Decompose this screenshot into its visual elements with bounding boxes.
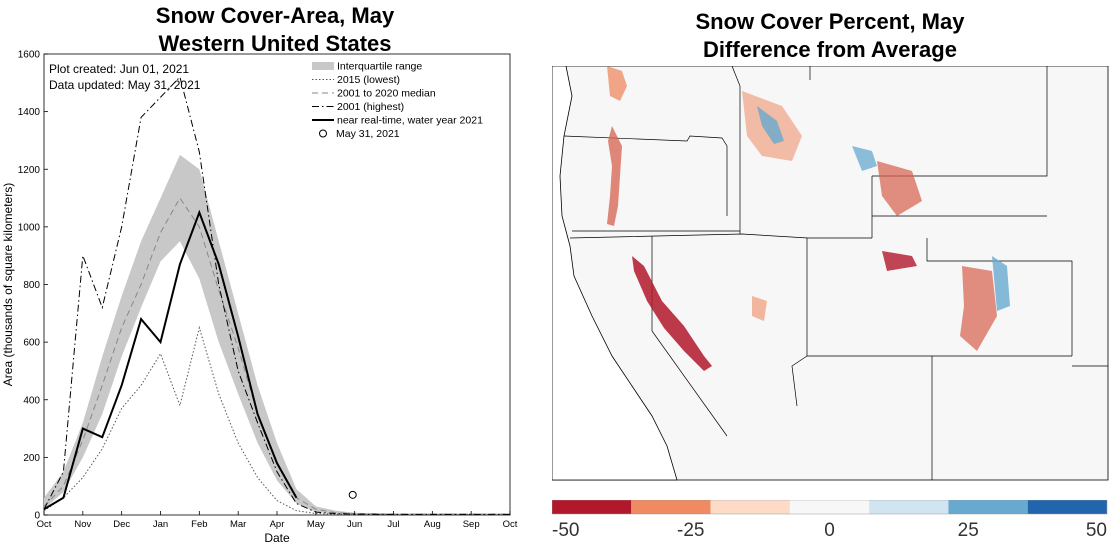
y-tick-label-2: 400 (23, 395, 40, 406)
legend-label-5: May 31, 2021 (336, 128, 400, 140)
colorbar-border (552, 500, 1108, 515)
x-tick-label-6: Apr (270, 519, 285, 530)
colorbar-segment-1 (631, 500, 711, 514)
y-tick-label-4: 800 (23, 280, 40, 291)
difference-map (552, 66, 1109, 481)
legend-swatch-5 (319, 129, 327, 138)
x-tick-label-11: Sep (463, 519, 480, 530)
colorado-decrease (960, 266, 997, 351)
x-tick-label-12: Oct (503, 519, 518, 530)
y-tick-label-5: 1000 (18, 222, 41, 233)
colorbar-tick-0: -50 (552, 520, 579, 541)
legend-label-1: 2015 (lowest) (337, 74, 400, 86)
x-tick-label-5: Mar (230, 519, 246, 530)
oregon-cascades-decrease (607, 126, 622, 226)
colorbar-tick-3: 25 (958, 520, 979, 541)
x-axis-label: Date (264, 531, 290, 545)
y-tick-label-6: 1200 (18, 165, 41, 176)
x-tick-label-7: May (307, 519, 325, 530)
legend-swatch-0 (312, 62, 334, 70)
legend-label-4: near real-time, water year 2021 (337, 115, 483, 127)
y-axis-label: Area (thousands of square kilometers) (1, 183, 15, 386)
series-3-line (43, 209, 298, 511)
nevada-scatter (752, 296, 767, 321)
colorbar-segment-3 (789, 500, 870, 514)
colorbar-segment-4 (869, 500, 949, 514)
plot-created-text: Plot created: Jun 01, 2021 (49, 62, 189, 76)
legend-label-0: Interquartile range (337, 61, 422, 73)
legend-label-3: 2001 (highest) (337, 101, 404, 113)
snow-cover-area-panel: Snow Cover-Area, May Western United Stat… (0, 0, 520, 546)
snow-area-line-chart: 0 200 400 600 800 1000 1200 1400 1600 Oct Nov Dec Ja… (1, 50, 518, 546)
legend-label-2: 2001 to 2020 median (337, 88, 436, 100)
latest-point-marker (348, 490, 357, 499)
colorado-increase (992, 256, 1010, 311)
utah-decrease (882, 251, 917, 271)
x-tick-label-8: Jun (347, 519, 362, 530)
left-chart-title: Snow Cover-Area, May Western United Stat… (40, 2, 510, 58)
sierra-nevada-decrease (632, 256, 712, 371)
colorbar-segment-6 (1027, 500, 1107, 514)
colorbar-segment-2 (710, 500, 790, 514)
right-chart-title: Snow Cover Percent, May Difference from … (540, 8, 1120, 64)
snow-percent-map-panel: Snow Cover Percent, May Difference from … (540, 0, 1120, 546)
y-tick-label-1: 200 (23, 453, 40, 464)
x-tick-label-10: Aug (424, 519, 441, 530)
washington-decrease (607, 66, 627, 101)
right-title-line1: Snow Cover Percent, May (695, 9, 965, 34)
pacific-ocean (552, 66, 678, 481)
snow-difference-patches (607, 66, 1010, 371)
interquartile-band (44, 154, 510, 515)
colorbar: -50 -25 0 25 50 (552, 500, 1108, 541)
x-tick-label-4: Feb (191, 519, 207, 530)
plot-area (43, 53, 511, 516)
x-tick-label-0: Oct (37, 519, 52, 530)
x-tick-label-1: Nov (74, 519, 91, 530)
right-title-line2: Difference from Average (703, 37, 957, 62)
colorbar-segment-5 (948, 500, 1028, 514)
colorbar-tick-1: -25 (677, 520, 704, 541)
x-tick-label-9: Jul (387, 519, 399, 530)
left-title-line1: Snow Cover-Area, May (155, 3, 395, 28)
left-title-line2: Western United States (158, 31, 392, 56)
y-tick-label-8: 1600 (18, 50, 41, 61)
series-1-line (43, 197, 510, 515)
idaho-increase (757, 106, 784, 144)
colorbar-tick-2: 0 (824, 520, 835, 541)
data-updated-text: Data updated: May 31, 2021 (49, 78, 201, 92)
x-tick-label-3: Jan (153, 519, 168, 530)
wyoming-decrease (877, 161, 922, 216)
montana-increase (852, 146, 877, 171)
colorbar-segment-0 (552, 500, 632, 514)
colorbar-tick-4: 50 (1086, 520, 1107, 541)
y-tick-label-3: 600 (23, 338, 40, 349)
y-tick-label-0: 0 (34, 511, 40, 522)
y-tick-label-7: 1400 (18, 107, 41, 118)
x-tick-label-2: Dec (113, 519, 130, 530)
